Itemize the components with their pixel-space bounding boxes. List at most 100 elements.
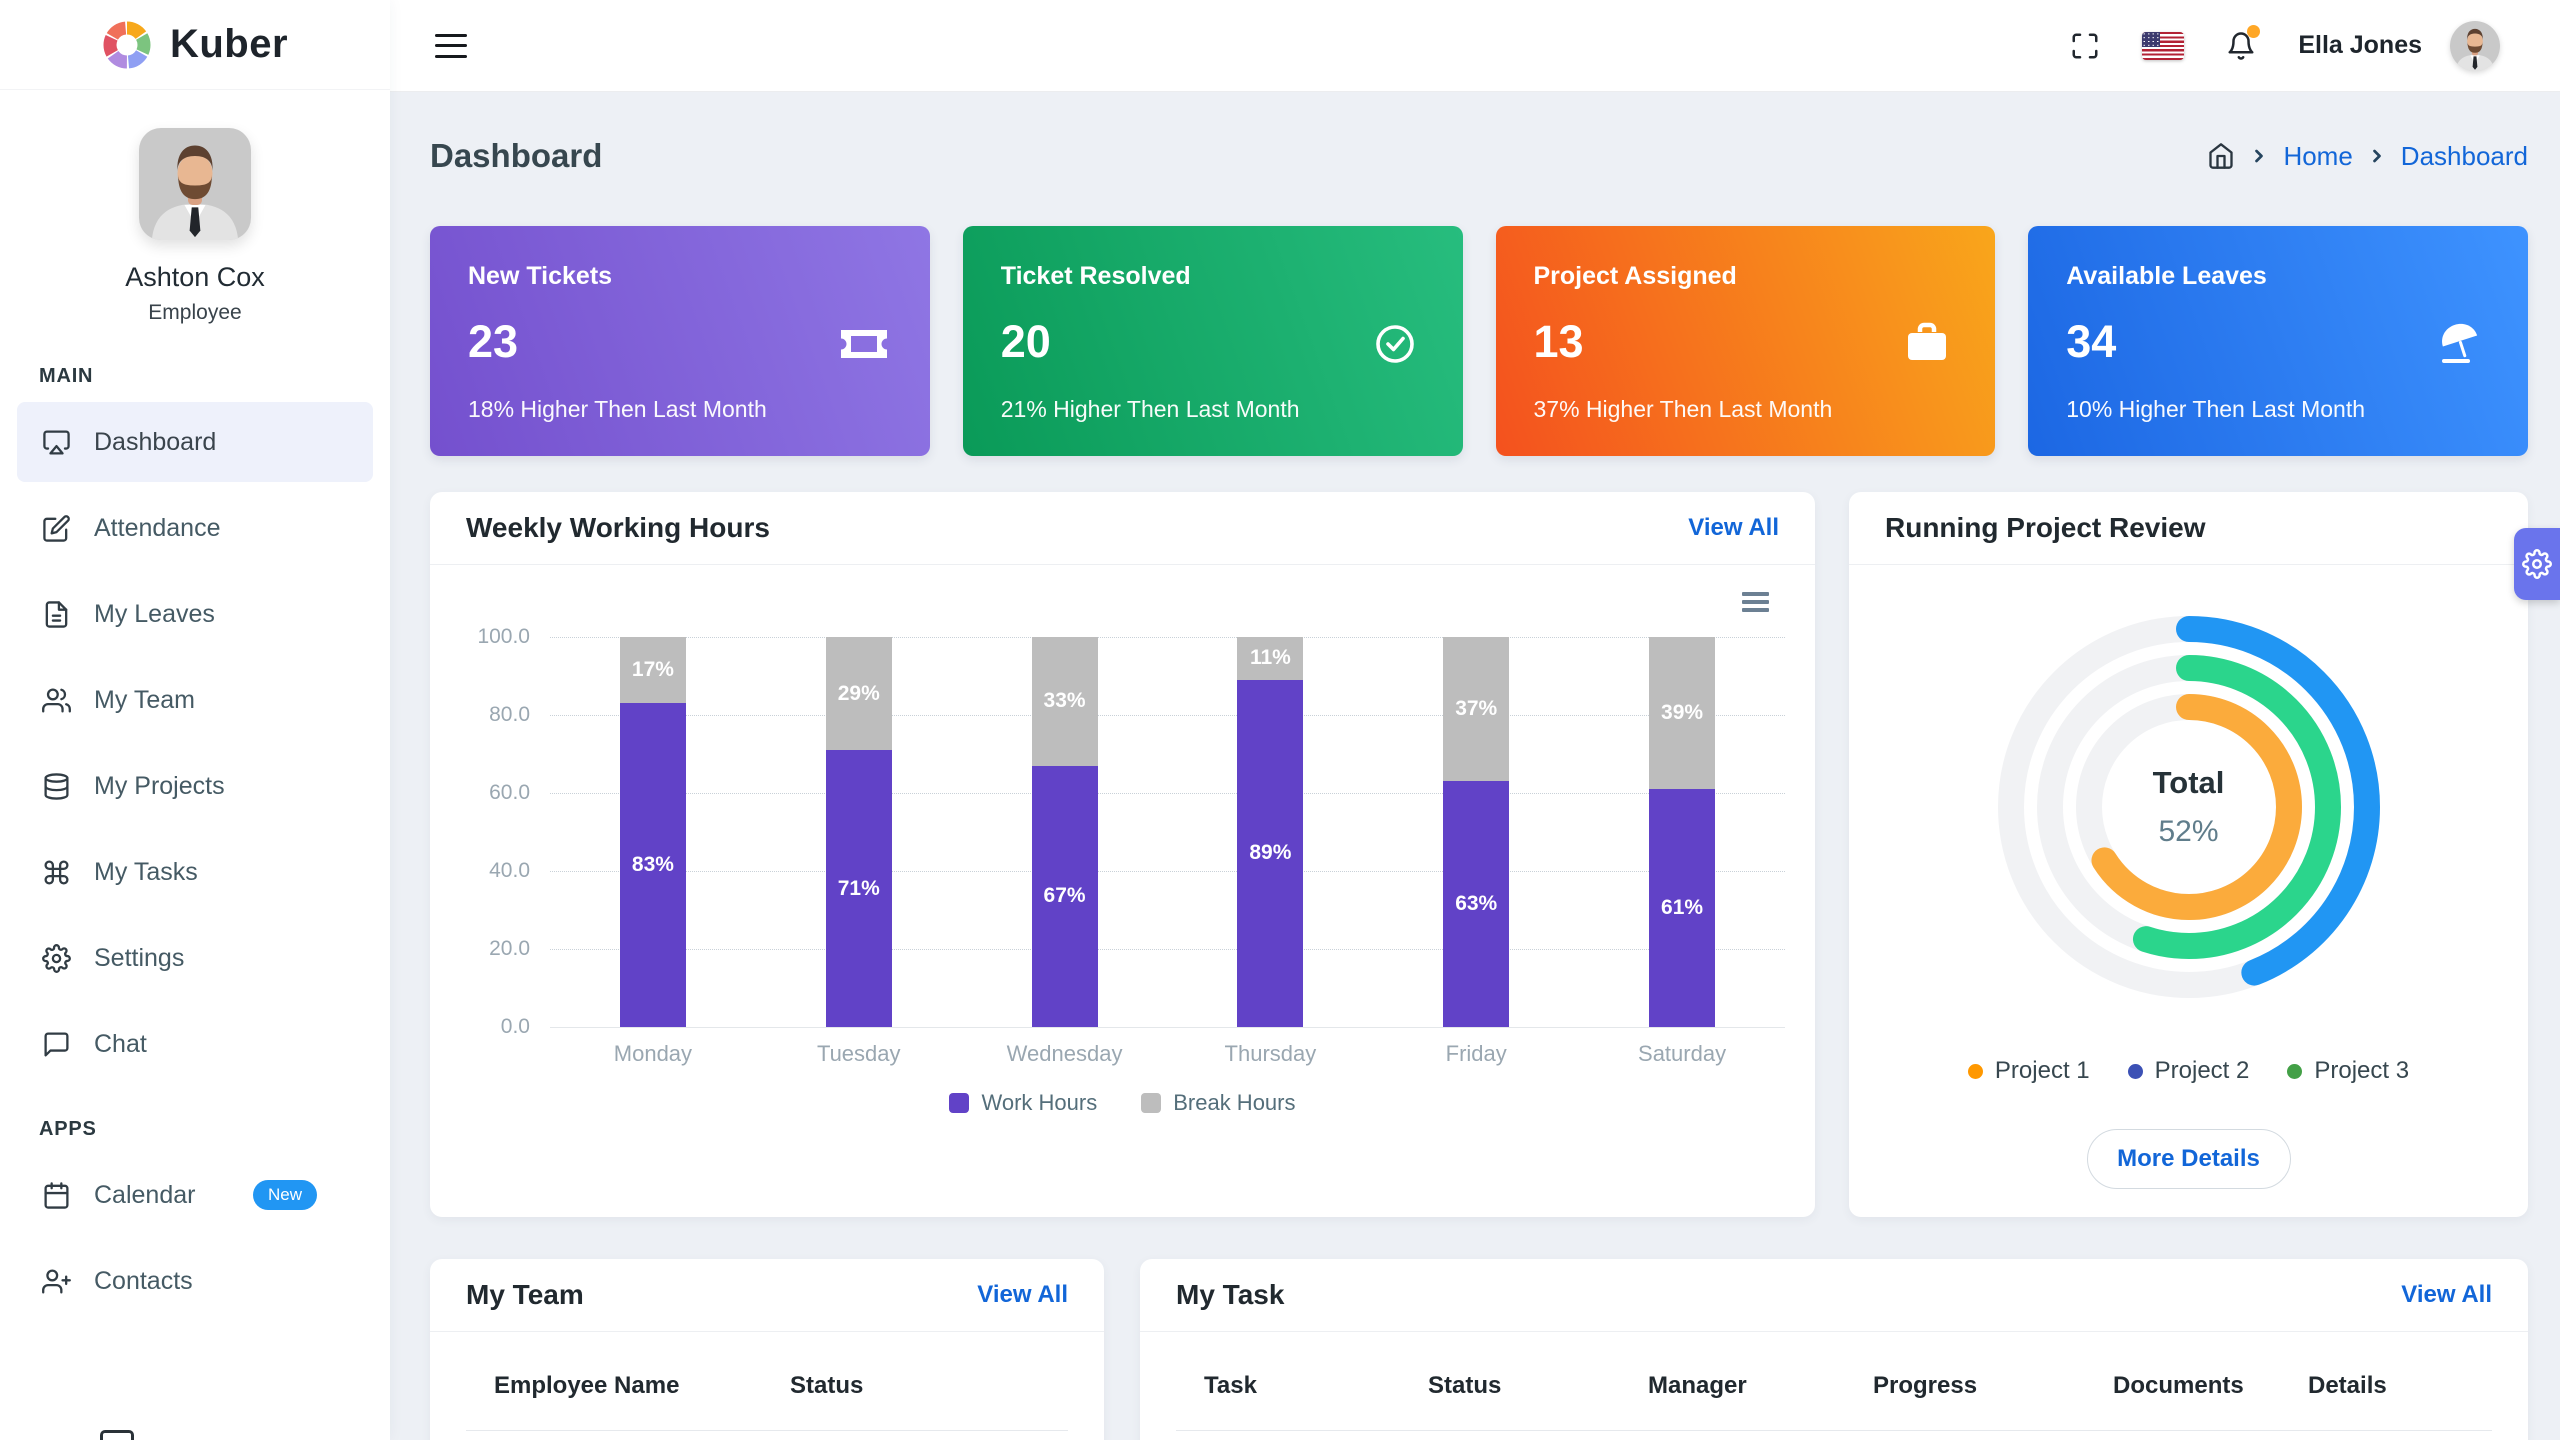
x-axis-labels: MondayTuesdayWednesdayThursdayFridaySatu… bbox=[550, 1041, 1785, 1067]
sidebar-item-contacts[interactable]: Contacts bbox=[17, 1241, 373, 1321]
sidebar-item-calendar[interactable]: CalendarNew bbox=[17, 1155, 373, 1235]
contacts-icon bbox=[42, 1267, 71, 1296]
sidebar-toggle-menu-icon[interactable] bbox=[435, 34, 467, 58]
breadcrumb: Home Dashboard bbox=[2207, 141, 2528, 172]
stat-card-subtitle: 10% Higher Then Last Month bbox=[2066, 396, 2490, 423]
x-axis-label-friday: Friday bbox=[1373, 1041, 1579, 1067]
col-employee-name: Employee Name bbox=[494, 1372, 790, 1400]
y-axis-tick-label: 100.0 bbox=[477, 625, 530, 649]
sidebar-item-my-tasks[interactable]: My Tasks bbox=[17, 832, 373, 912]
stat-card-available-leaves[interactable]: Available Leaves3410% Higher Then Last M… bbox=[2028, 226, 2528, 456]
stat-card-new-tickets[interactable]: New Tickets2318% Higher Then Last Month bbox=[430, 226, 930, 456]
y-axis-tick-label: 0.0 bbox=[501, 1015, 530, 1039]
break-hours-value: 17% bbox=[632, 658, 674, 682]
legend-swatch bbox=[1141, 1093, 1161, 1113]
theme-settings-button[interactable] bbox=[2514, 528, 2560, 600]
home-icon[interactable] bbox=[2207, 142, 2235, 170]
sidebar-item-my-leaves[interactable]: My Leaves bbox=[17, 574, 373, 654]
y-axis-tick-label: 40.0 bbox=[489, 859, 530, 883]
stat-cards-row: New Tickets2318% Higher Then Last MonthT… bbox=[430, 226, 2528, 456]
legend-item-break-hours[interactable]: Break Hours bbox=[1141, 1090, 1295, 1116]
legend-dot bbox=[1968, 1064, 1983, 1079]
bar-column-monday: 17%83% bbox=[550, 637, 756, 1027]
app-logo[interactable]: Kuber bbox=[0, 0, 390, 90]
project-review-radial-chart: Total 52% bbox=[1989, 607, 2389, 1007]
sidebar-item-label: Dashboard bbox=[94, 428, 216, 457]
sidebar-item-attendance[interactable]: Attendance bbox=[17, 488, 373, 568]
work-hours-segment: 71% bbox=[826, 750, 892, 1027]
gear-icon bbox=[2522, 549, 2552, 579]
sidebar-item-chat[interactable]: Chat bbox=[17, 1004, 373, 1084]
sidebar-item-label: My Team bbox=[94, 686, 195, 715]
legend-label: Break Hours bbox=[1173, 1090, 1295, 1116]
break-hours-value: 29% bbox=[838, 682, 880, 706]
break-hours-segment: 39% bbox=[1649, 637, 1715, 789]
legend-label: Work Hours bbox=[981, 1090, 1097, 1116]
sidebar-item-my-team[interactable]: My Team bbox=[17, 660, 373, 740]
bar-stack: 11%89% bbox=[1237, 637, 1303, 1027]
sidebar-item-my-projects[interactable]: My Projects bbox=[17, 746, 373, 826]
legend-item-project-2[interactable]: Project 2 bbox=[2128, 1057, 2250, 1085]
legend-item-project-3[interactable]: Project 3 bbox=[2287, 1057, 2409, 1085]
sidebar-item-settings[interactable]: Settings bbox=[17, 918, 373, 998]
weekly-view-all-link[interactable]: View All bbox=[1688, 514, 1779, 542]
legend-label: Project 1 bbox=[1995, 1057, 2090, 1085]
bar-stack: 33% 67% bbox=[1032, 637, 1098, 1027]
sidebar-item-partial[interactable] bbox=[100, 1430, 134, 1440]
weekly-chart-title: Weekly Working Hours bbox=[466, 512, 770, 544]
sidebar-item-label: My Projects bbox=[94, 772, 225, 801]
chevron-right-icon bbox=[2249, 146, 2269, 166]
bar-stack: 37%63% bbox=[1443, 637, 1509, 1027]
profile-avatar[interactable] bbox=[139, 128, 251, 240]
bar-column-friday: 37%63% bbox=[1373, 637, 1579, 1027]
y-axis-tick-label: 80.0 bbox=[489, 703, 530, 727]
donut-total-value: 52% bbox=[2158, 815, 2218, 849]
sidebar-item-dashboard[interactable]: Dashboard bbox=[17, 402, 373, 482]
stat-card-project-assigned[interactable]: Project Assigned1337% Higher Then Last M… bbox=[1496, 226, 1996, 456]
col-progress: Progress bbox=[1873, 1372, 2113, 1400]
stat-card-value: 13 bbox=[1534, 316, 1958, 368]
sidebar-item-label: Contacts bbox=[94, 1267, 193, 1296]
my-team-table-header: Employee NameStatus bbox=[466, 1332, 1068, 1431]
sidebar-item-label: Calendar bbox=[94, 1181, 195, 1210]
running-project-review-card: Running Project Review Total 52% Project… bbox=[1849, 492, 2528, 1217]
col-manager: Manager bbox=[1648, 1372, 1873, 1400]
chart-menu-icon[interactable] bbox=[1742, 592, 1769, 612]
sidebar-item-label: Chat bbox=[94, 1030, 147, 1059]
legend-item-work-hours[interactable]: Work Hours bbox=[949, 1090, 1097, 1116]
sidebar-profile: Ashton Cox Employee bbox=[0, 90, 390, 325]
legend-dot bbox=[2287, 1064, 2302, 1079]
break-hours-segment: 33% bbox=[1032, 637, 1098, 766]
work-hours-segment: 61% bbox=[1649, 789, 1715, 1027]
sidebar: Kuber Ashton Cox Employee MAINDashboardA… bbox=[0, 0, 390, 1440]
donut-total-label: Total bbox=[2153, 765, 2225, 801]
notifications-bell-icon[interactable] bbox=[2226, 31, 2256, 61]
user-name[interactable]: Ella Jones bbox=[2298, 31, 2422, 60]
attendance-icon bbox=[42, 514, 71, 543]
my-team-view-all-link[interactable]: View All bbox=[977, 1281, 1068, 1309]
my-task-view-all-link[interactable]: View All bbox=[2401, 1281, 2492, 1309]
y-axis-tick-label: 20.0 bbox=[489, 937, 530, 961]
breadcrumb-home[interactable]: Home bbox=[2283, 141, 2352, 172]
bar-stack: 39% 61% bbox=[1649, 637, 1715, 1027]
bar-column-thursday: 11%89% bbox=[1167, 637, 1373, 1027]
work-hours-segment: 89% bbox=[1237, 680, 1303, 1027]
language-us-flag-icon[interactable] bbox=[2142, 32, 2184, 60]
dashboard-icon bbox=[42, 428, 71, 457]
bars-container: 17%83% 29% 71% 33% 67% 11%89% 37%63% 39% 61% bbox=[550, 637, 1785, 1027]
break-hours-segment: 37% bbox=[1443, 637, 1509, 781]
fullscreen-icon[interactable] bbox=[2070, 31, 2100, 61]
stat-card-title: Ticket Resolved bbox=[1001, 262, 1425, 291]
work-hours-value: 67% bbox=[1044, 884, 1086, 908]
break-hours-segment: 29% bbox=[826, 637, 892, 750]
sidebar-section-label-apps: APPS bbox=[39, 1118, 373, 1141]
col-documents: Documents bbox=[2113, 1372, 2308, 1400]
settings-icon bbox=[42, 944, 71, 973]
more-details-button[interactable]: More Details bbox=[2087, 1129, 2291, 1189]
break-hours-value: 39% bbox=[1661, 701, 1703, 725]
breadcrumb-dashboard[interactable]: Dashboard bbox=[2401, 141, 2528, 172]
stat-card-ticket-resolved[interactable]: Ticket Resolved2021% Higher Then Last Mo… bbox=[963, 226, 1463, 456]
bar-stack: 17%83% bbox=[620, 637, 686, 1027]
legend-item-project-1[interactable]: Project 1 bbox=[1968, 1057, 2090, 1085]
user-avatar[interactable] bbox=[2450, 21, 2500, 71]
